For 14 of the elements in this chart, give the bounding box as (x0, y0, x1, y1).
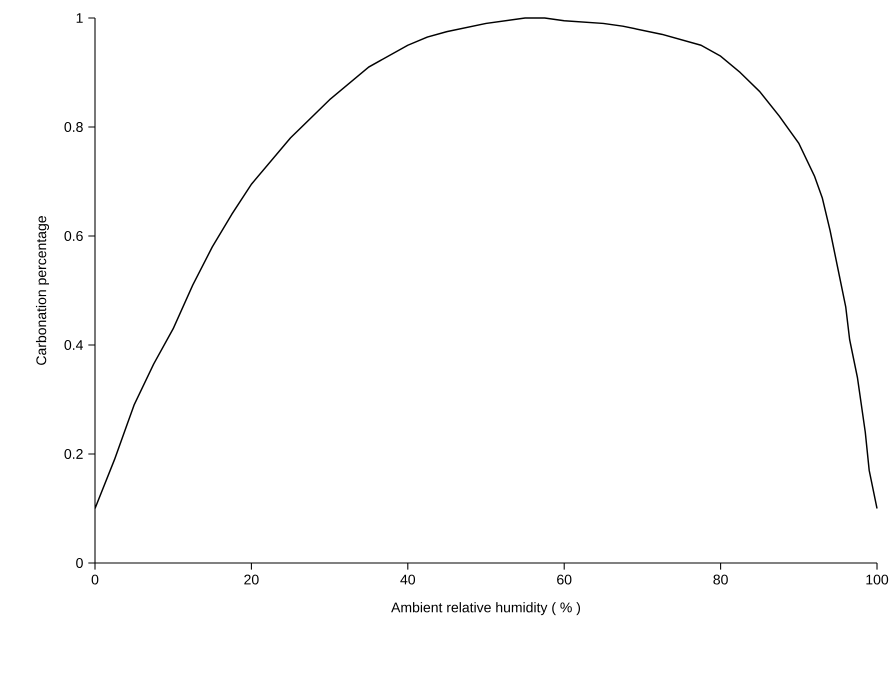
y-tick-label: 0.2 (64, 449, 83, 459)
y-tick-label: 0 (76, 558, 83, 568)
x-tick-label: 20 (244, 574, 259, 585)
x-tick-label: 100 (866, 574, 888, 585)
x-tick-label: 0 (92, 574, 98, 585)
y-axis-title: Carbonation percentage (36, 216, 50, 365)
y-tick-label: 0.6 (64, 231, 83, 241)
x-tick-label: 40 (400, 574, 416, 585)
y-tick-label: 0.8 (64, 122, 83, 132)
x-tick-label: 60 (557, 574, 572, 585)
x-tick-label: 80 (713, 574, 728, 585)
x-axis-title: Ambient relative humidity ( % ) (391, 602, 580, 616)
y-tick-label: 0.4 (64, 340, 83, 350)
y-tick-label: 1 (76, 13, 83, 23)
